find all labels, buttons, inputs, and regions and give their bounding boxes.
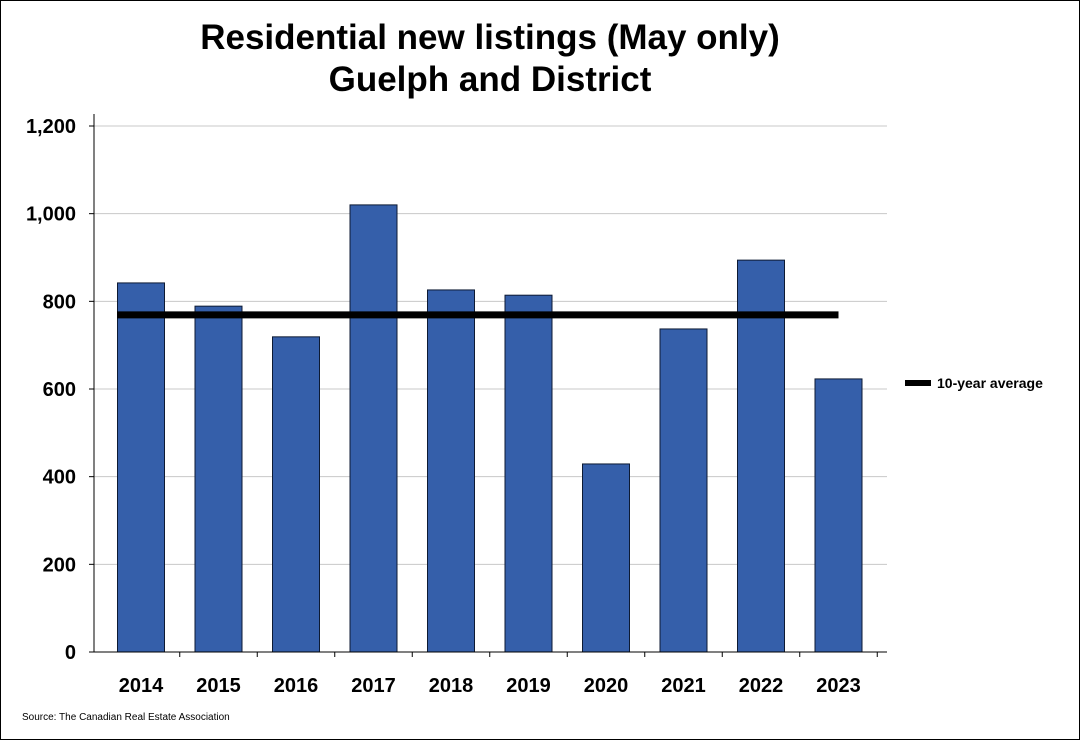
bar-2017: [349, 204, 398, 653]
bar-2020: [582, 463, 630, 653]
x-tick-label: 2019: [506, 675, 551, 697]
bar-2022: [737, 259, 785, 653]
y-tick-label: 0: [65, 642, 76, 664]
bar-2016: [272, 336, 320, 653]
bar-2021: [659, 328, 708, 653]
x-tick-label: 2016: [274, 675, 319, 697]
x-tick-label: 2018: [429, 675, 474, 697]
bar-2023: [814, 378, 863, 653]
bar-2015: [194, 305, 243, 653]
bar-2019: [504, 294, 553, 653]
chart-subtitle: Guelph and District: [328, 60, 652, 99]
y-tick-label: 1,200: [26, 116, 76, 138]
x-tick-label: 2015: [196, 675, 241, 697]
bar-2018: [427, 289, 475, 653]
y-tick-label: 400: [43, 467, 76, 489]
x-tick-label: 2022: [739, 675, 784, 697]
source-note: Source: The Canadian Real Estate Associa…: [22, 712, 230, 723]
x-tick-label: 2021: [661, 675, 706, 697]
y-tick-label: 800: [43, 291, 76, 313]
y-tick-label: 200: [43, 554, 76, 576]
x-tick-label: 2017: [351, 675, 396, 697]
legend-average-swatch: [905, 380, 931, 386]
y-tick-label: 1,000: [26, 204, 76, 226]
x-tick-label: 2014: [119, 675, 164, 697]
y-tick-label: 600: [43, 379, 76, 401]
x-tick-label: 2020: [584, 675, 629, 697]
x-tick-label: 2023: [816, 675, 861, 697]
chart-title: Residential new listings (May only): [200, 18, 780, 57]
legend-average-label: 10-year average: [937, 375, 1043, 391]
bar-2014: [117, 282, 165, 653]
